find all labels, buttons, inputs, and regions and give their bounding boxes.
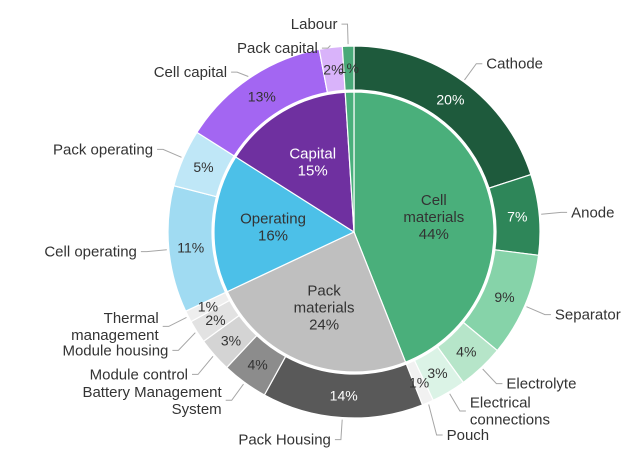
leader-pack-capital: [321, 45, 331, 49]
outer-slice-labour: [341, 45, 355, 91]
inner-name-operating: Operating: [240, 210, 306, 227]
category-label-cathode: Cathode: [486, 56, 543, 73]
inner-value-operating: 16%: [258, 227, 288, 244]
outer-ring: [167, 45, 541, 419]
inner-ring: [213, 91, 495, 373]
leader-electrical-connections: [449, 393, 466, 412]
category-label-electrical-connections: Electrical connections: [470, 395, 550, 429]
category-label-thermal-management: Thermal management: [71, 310, 159, 344]
outer-value-cell-capital: 13%: [248, 88, 276, 104]
category-label-pack-housing: Pack Housing: [238, 432, 331, 449]
leader-anode: [541, 211, 568, 215]
outer-value-anode: 7%: [507, 209, 527, 225]
category-label-module-housing: Module housing: [62, 342, 168, 359]
category-label-pack-operating: Pack operating: [53, 141, 153, 158]
leader-cell-capital: [231, 71, 249, 77]
outer-value-battery-management-system: 4%: [247, 357, 267, 373]
leader-pack-housing: [334, 419, 343, 441]
category-label-pack-capital: Pack capital: [237, 40, 318, 57]
category-label-electrolyte: Electrolyte: [506, 376, 576, 393]
inner-value-capital: 15%: [298, 163, 328, 180]
outer-value-pouch: 1%: [409, 375, 429, 391]
leader-pouch: [428, 404, 443, 436]
category-label-cell-operating: Cell operating: [44, 244, 137, 261]
leader-electrolyte: [482, 368, 503, 385]
outer-value-thermal-management: 1%: [198, 299, 218, 315]
leader-cathode: [464, 63, 483, 81]
leader-lines: [140, 23, 568, 441]
leader-battery-management-system: [225, 383, 244, 401]
category-label-anode: Anode: [571, 204, 614, 221]
outer-value-separator: 9%: [494, 289, 514, 305]
inner-slice-operating: [213, 156, 356, 293]
outer-value-module-control: 3%: [221, 333, 241, 349]
category-label-pouch: Pouch: [447, 427, 490, 444]
inner-name-cell-materials: Cell materials: [403, 192, 464, 226]
outer-value-cell-operating: 11%: [177, 239, 204, 255]
outer-value-cathode: 20%: [436, 91, 464, 107]
inner-name-capital: Capital: [289, 146, 336, 163]
outer-value-pack-capital: 2%: [323, 61, 343, 77]
outer-value-electrolyte: 4%: [456, 344, 476, 360]
outer-value-module-housing: 2%: [205, 312, 225, 328]
leader-separator: [526, 306, 551, 316]
outer-value-pack-housing: 14%: [330, 388, 358, 404]
inner-value-pack-materials: 24%: [309, 317, 339, 334]
leader-cell-operating: [140, 249, 167, 253]
leader-thermal-management: [162, 316, 187, 327]
category-label-separator: Separator: [555, 307, 621, 324]
inner-slice-segment-4: [344, 91, 355, 233]
leader-pack-operating: [157, 148, 182, 158]
category-label-battery-management-system: Battery Management System: [82, 384, 222, 418]
inner-slice-pack-materials: [226, 231, 407, 373]
inner-slice-capital: [234, 91, 355, 234]
leader-labour: [341, 23, 349, 45]
outer-value-labour: 1%: [339, 60, 359, 76]
outer-value-electrical-connections: 3%: [427, 365, 447, 381]
category-label-labour: Labour: [291, 16, 338, 33]
inner-slice-cell-materials: [353, 91, 495, 363]
category-label-module-control: Module control: [90, 366, 188, 383]
inner-name-pack-materials: Pack materials: [294, 283, 355, 317]
inner-value-cell-materials: 44%: [419, 226, 449, 243]
leader-module-control: [192, 355, 214, 375]
category-label-cell-capital: Cell capital: [154, 64, 227, 81]
leader-module-housing: [172, 332, 196, 351]
outer-value-pack-operating: 5%: [193, 159, 213, 175]
